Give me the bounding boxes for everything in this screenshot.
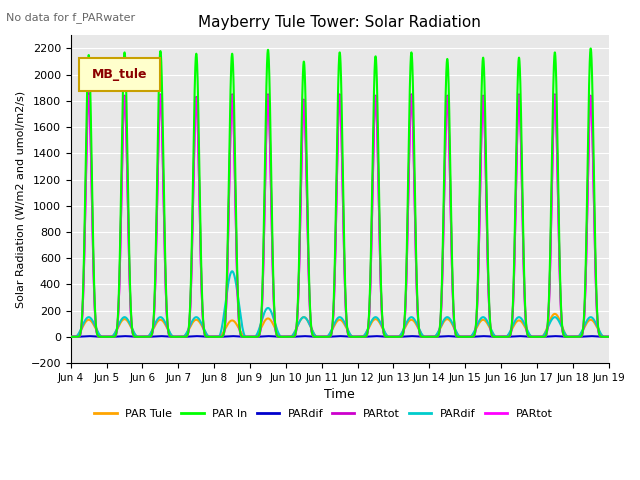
- Y-axis label: Solar Radiation (W/m2 and umol/m2/s): Solar Radiation (W/m2 and umol/m2/s): [15, 91, 25, 308]
- Text: MB_tule: MB_tule: [92, 68, 147, 81]
- X-axis label: Time: Time: [324, 388, 355, 401]
- Legend: PAR Tule, PAR In, PARdif, PARtot, PARdif, PARtot: PAR Tule, PAR In, PARdif, PARtot, PARdif…: [90, 404, 557, 423]
- FancyBboxPatch shape: [79, 58, 159, 91]
- Title: Mayberry Tule Tower: Solar Radiation: Mayberry Tule Tower: Solar Radiation: [198, 15, 481, 30]
- Text: No data for f_PARwater: No data for f_PARwater: [6, 12, 136, 23]
